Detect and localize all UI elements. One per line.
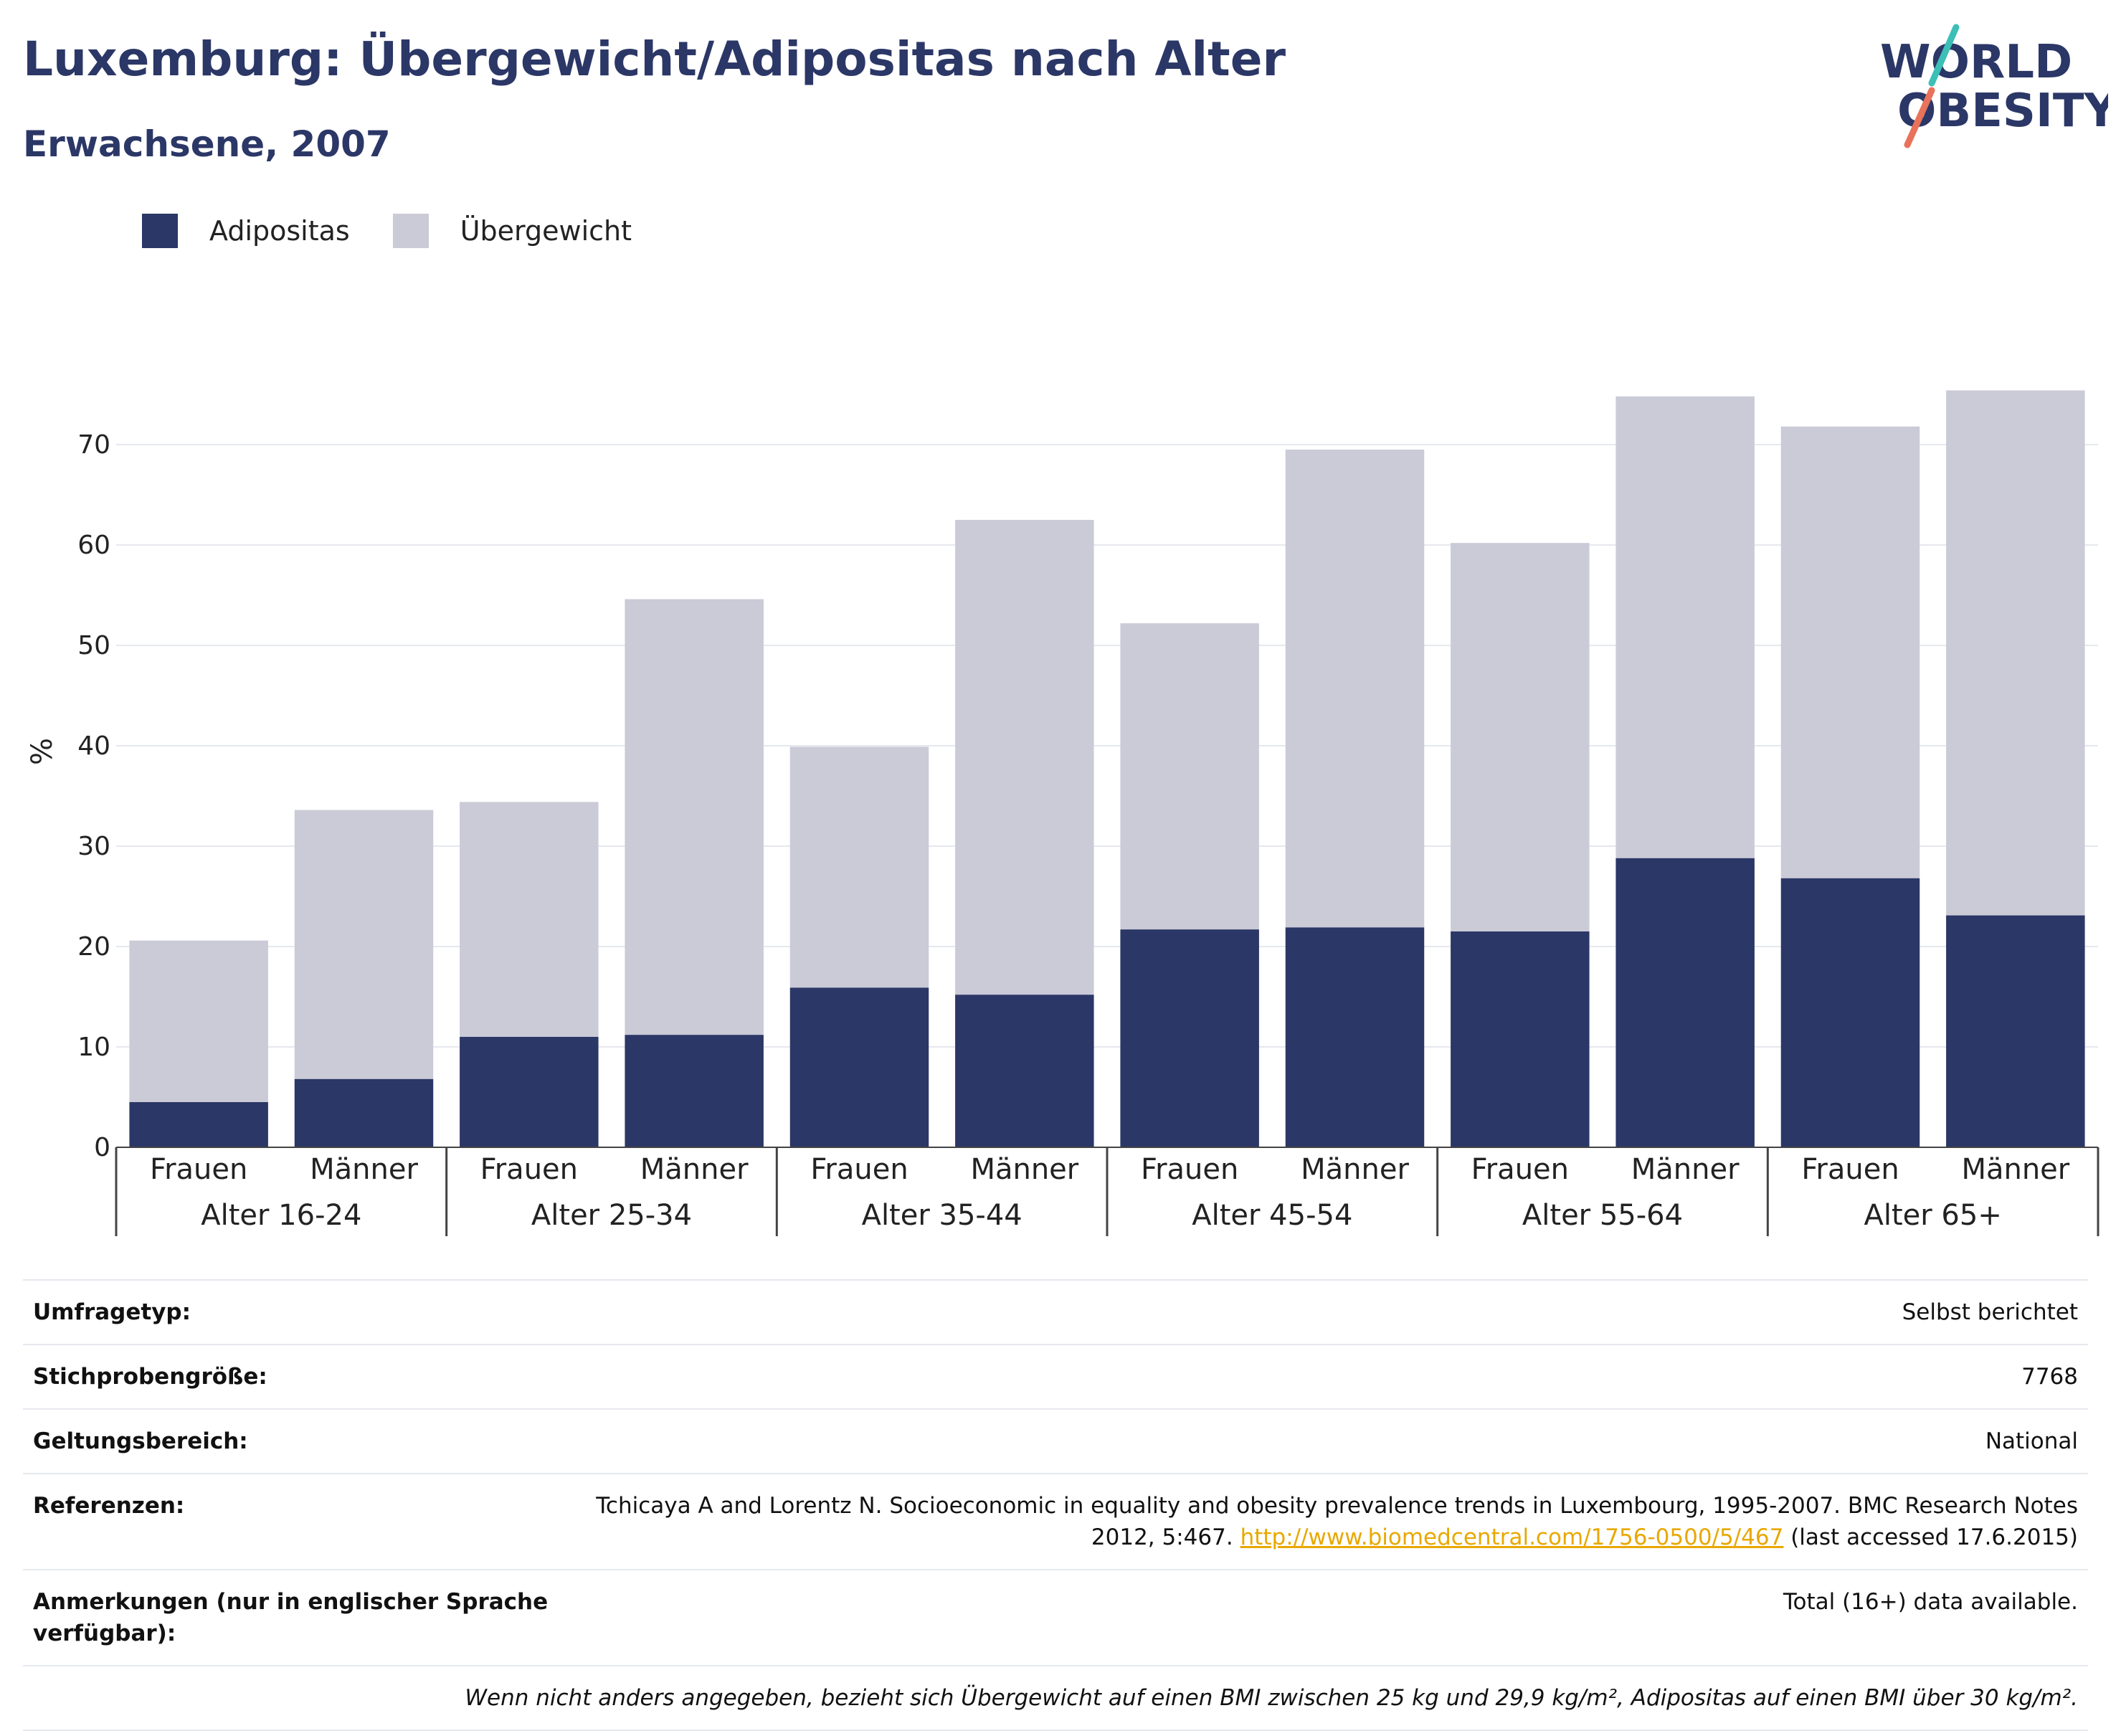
legend-item-obesity: Adipositas <box>142 214 350 248</box>
x-subcategory-label: Frauen <box>810 1153 908 1186</box>
chart-subtitle: Erwachsene, 2007 <box>23 123 391 165</box>
logo-slash-teal <box>1928 24 1960 87</box>
bar-overweight <box>1451 543 1590 931</box>
reference-suffix: (last accessed 17.6.2015) <box>1790 1524 2078 1550</box>
reference-link[interactable]: http://www.biomedcentral.com/1756-0500/5… <box>1240 1524 1784 1550</box>
info-row-notes: Anmerkungen (nur in englischer Sprache v… <box>23 1569 2088 1666</box>
bar-obesity <box>460 1037 599 1147</box>
info-key: Anmerkungen (nur in englischer Sprache v… <box>23 1569 559 1666</box>
bar-obesity <box>1615 858 1755 1147</box>
info-key: Stichprobengröße: <box>23 1344 559 1409</box>
x-group-label: Alter 65+ <box>1864 1199 2001 1232</box>
bar-obesity <box>1285 927 1425 1147</box>
info-value: National <box>559 1408 2088 1474</box>
info-row-survey-type: Umfragetyp: Selbst berichtet <box>23 1279 2088 1344</box>
info-key: Referenzen: <box>23 1473 559 1570</box>
y-tick-label: 40 <box>77 731 110 761</box>
info-value: 7768 <box>559 1344 2088 1409</box>
y-tick-label: 50 <box>77 631 110 660</box>
x-subcategory-label: Männer <box>640 1153 749 1186</box>
bar-obesity <box>129 1102 268 1147</box>
y-tick-label: 20 <box>77 932 110 962</box>
info-row-references: Referenzen: Tchicaya A and Lorentz N. So… <box>23 1473 2088 1570</box>
x-subcategory-label: Frauen <box>1141 1153 1238 1186</box>
info-value: Tchicaya A and Lorentz N. Socioeconomic … <box>559 1473 2088 1570</box>
y-tick-label: 0 <box>94 1133 110 1162</box>
bar-obesity <box>294 1078 434 1147</box>
bar-overweight <box>1285 450 1425 928</box>
bar-overweight <box>789 746 929 988</box>
legend-swatch-obesity <box>142 214 178 248</box>
x-subcategory-label: Männer <box>1631 1153 1740 1186</box>
bar-overweight <box>1946 390 2085 916</box>
info-value: Selbst berichtet <box>559 1279 2088 1344</box>
bar-obesity <box>1120 929 1259 1147</box>
x-subcategory-label: Frauen <box>150 1153 247 1186</box>
chart-title: Luxemburg: Übergewicht/Adipositas nach A… <box>23 32 1286 87</box>
x-subcategory-label: Frauen <box>480 1153 578 1186</box>
x-group-label: Alter 16-24 <box>201 1199 361 1232</box>
x-subcategory-label: Frauen <box>1801 1153 1899 1186</box>
reference-text: Tchicaya A and Lorentz N. Socioeconomic … <box>596 1493 2078 1550</box>
legend-item-overweight: Übergewicht <box>392 214 632 248</box>
info-row-footnote: Wenn nicht anders angegeben, bezieht sic… <box>23 1665 2088 1731</box>
bar-overweight <box>1615 396 1755 858</box>
info-row-sample-size: Stichprobengröße: 7768 <box>23 1344 2088 1409</box>
bar-overweight <box>1120 623 1259 930</box>
bar-obesity <box>1946 915 2085 1147</box>
bar-obesity <box>789 987 929 1147</box>
y-tick-label: 70 <box>77 430 110 460</box>
world-obesity-logo: WORLD OBESITY <box>1880 24 2108 148</box>
legend-label-obesity: Adipositas <box>209 215 350 247</box>
chart-legend: Adipositas Übergewicht <box>142 214 675 248</box>
legend-swatch-overweight <box>392 214 429 248</box>
logo-slash-coral <box>1904 87 1935 148</box>
legend-label-overweight: Übergewicht <box>460 215 632 247</box>
y-tick-label: 60 <box>77 531 110 560</box>
x-subcategory-label: Männer <box>970 1153 1078 1186</box>
info-key: Umfragetyp: <box>23 1279 559 1344</box>
bar-obesity <box>955 995 1094 1147</box>
x-group-label: Alter 45-54 <box>1192 1199 1352 1232</box>
info-value: Total (16+) data available. <box>559 1569 2088 1666</box>
bar-overweight <box>460 802 599 1037</box>
footnote: Wenn nicht anders angegeben, bezieht sic… <box>23 1665 2088 1731</box>
bar-obesity <box>625 1035 764 1147</box>
logo-text-world: WORLD <box>1880 36 2072 89</box>
info-row-scope: Geltungsbereich: National <box>23 1408 2088 1474</box>
info-table: Umfragetyp: Selbst berichtet Stichproben… <box>23 1279 2088 1731</box>
info-key: Geltungsbereich: <box>23 1408 559 1474</box>
stacked-bar-chart: 0 10 20 30 40 50 60 70% Frauen Männer Frauen Männer… <box>26 390 2099 1236</box>
bar-overweight <box>955 520 1094 995</box>
bar-overweight <box>1780 426 1920 878</box>
x-subcategory-label: Männer <box>310 1153 418 1186</box>
x-subcategory-label: Männer <box>1301 1153 1409 1186</box>
y-axis-label: % <box>26 738 59 765</box>
bar-overweight <box>625 599 764 1035</box>
x-group-label: Alter 55-64 <box>1522 1199 1683 1232</box>
bar-obesity <box>1451 931 1590 1147</box>
x-group-label: Alter 25-34 <box>531 1199 692 1232</box>
x-subcategory-label: Männer <box>1961 1153 2069 1186</box>
x-subcategory-label: Frauen <box>1471 1153 1569 1186</box>
x-group-label: Alter 35-44 <box>862 1199 1022 1232</box>
bar-overweight <box>294 810 434 1079</box>
bar-obesity <box>1780 878 1920 1147</box>
y-tick-label: 30 <box>77 832 110 861</box>
y-tick-label: 10 <box>77 1033 110 1062</box>
bar-overweight <box>129 940 268 1102</box>
